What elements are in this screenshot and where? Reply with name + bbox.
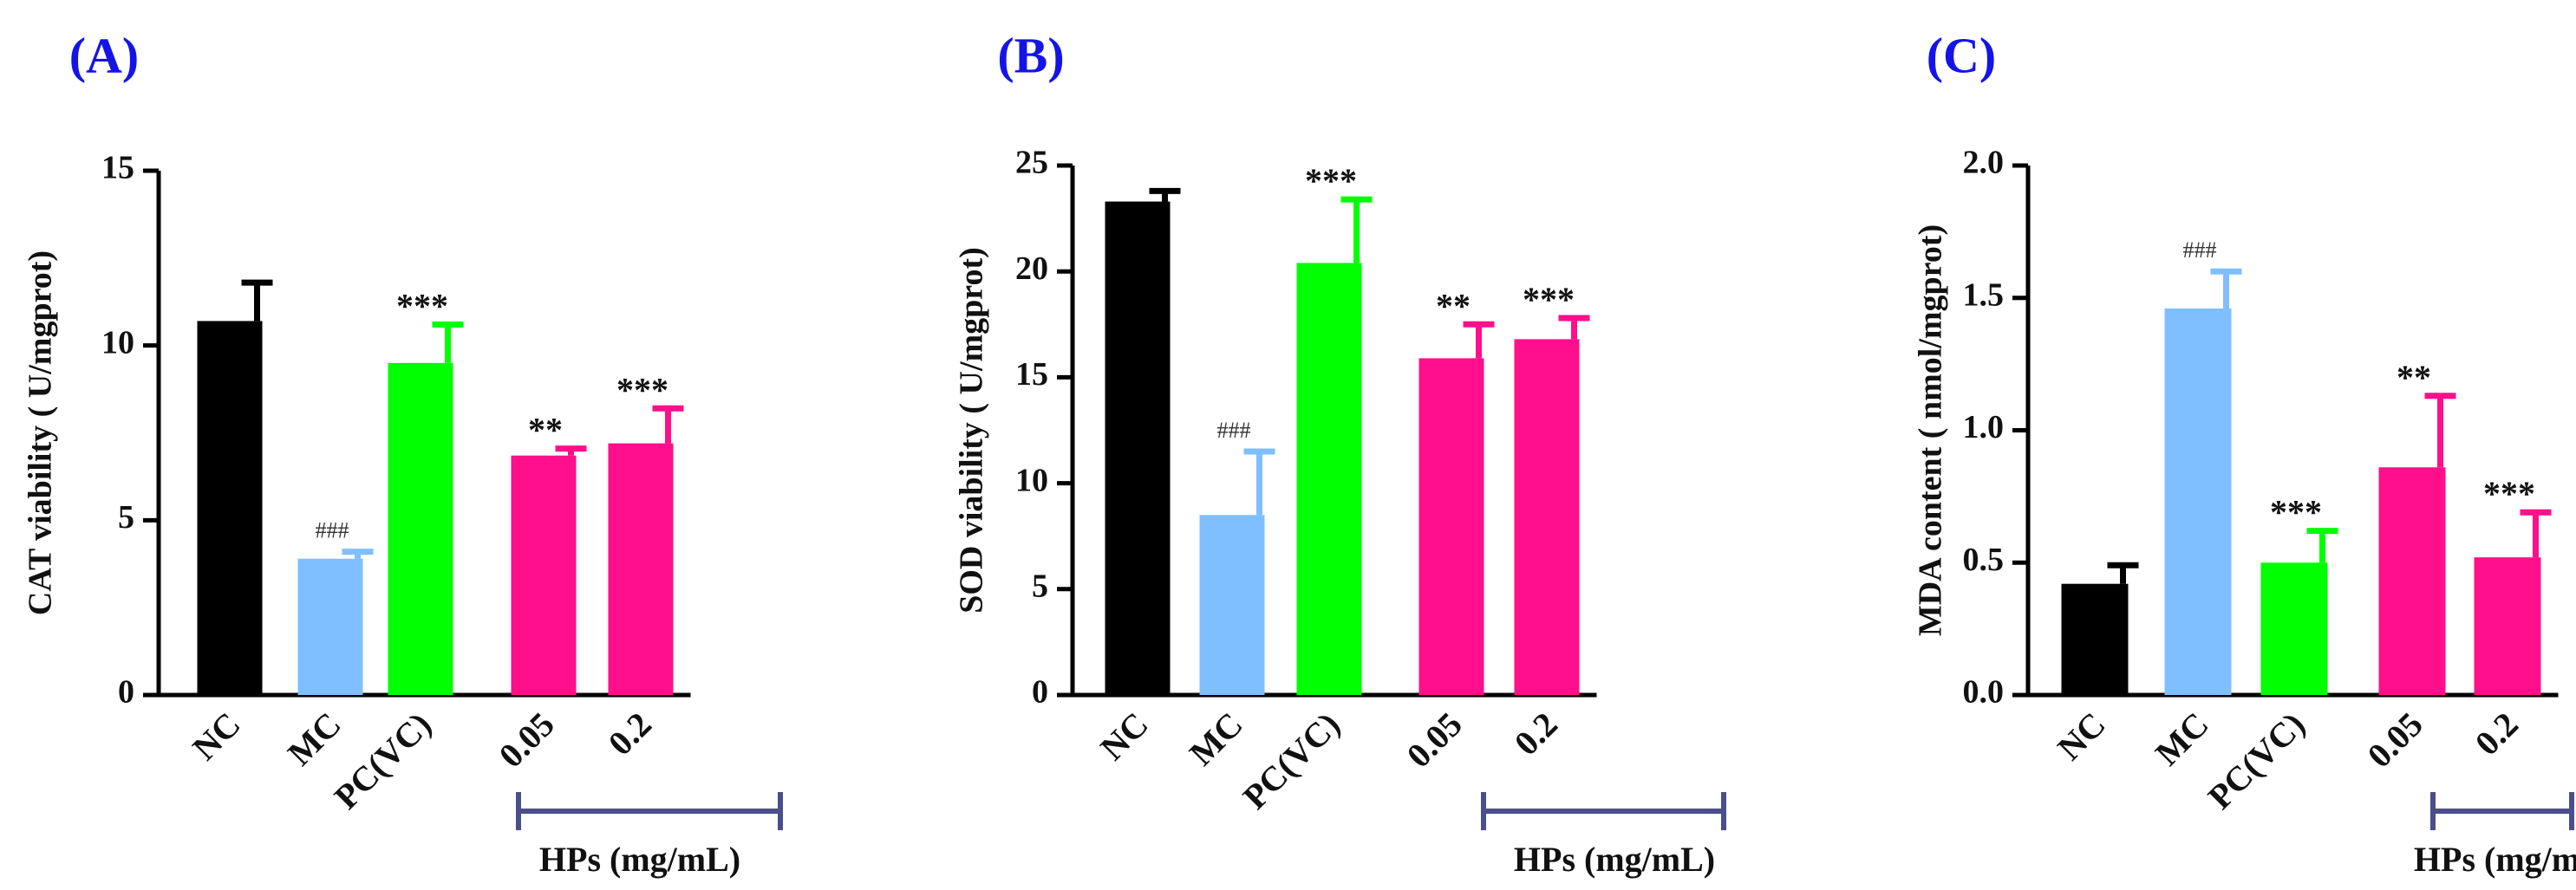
panel-label: (C) bbox=[1927, 27, 1997, 83]
bar-nc bbox=[1105, 201, 1171, 696]
significance-label: *** bbox=[2483, 474, 2535, 513]
significance-label: *** bbox=[616, 370, 668, 409]
y-tick-label: 2.0 bbox=[1963, 145, 2005, 181]
y-tick-label: 10 bbox=[101, 324, 134, 361]
x-tick-label: 0.2 bbox=[601, 705, 659, 763]
bar-0-05 bbox=[511, 455, 577, 695]
group-label: HPs (mg/mL) bbox=[1514, 840, 1715, 879]
bar-mc bbox=[1199, 515, 1265, 695]
y-tick-label: 1.0 bbox=[1963, 409, 2005, 445]
y-axis-label: SOD viability ( U/mgprot) bbox=[954, 247, 990, 614]
y-tick-label: 15 bbox=[101, 150, 134, 186]
x-tick-label: 0.2 bbox=[1507, 705, 1565, 763]
y-axis-label: MDA content ( nmol/mgprot) bbox=[1913, 224, 1949, 636]
group-label: HPs (mg/mL) bbox=[2414, 840, 2576, 879]
y-tick-label: 0 bbox=[1032, 674, 1048, 711]
significance-label: *** bbox=[1523, 280, 1575, 319]
x-tick-label: MC bbox=[1182, 705, 1250, 773]
y-tick-label: 0.5 bbox=[1963, 542, 2005, 578]
significance-label: ** bbox=[528, 411, 563, 450]
panel-label: (A) bbox=[69, 27, 140, 83]
x-tick-label: PC(VC) bbox=[327, 705, 439, 816]
y-tick-label: 1.5 bbox=[1963, 276, 2005, 313]
y-tick-label: 10 bbox=[1015, 462, 1048, 498]
x-tick-label: MC bbox=[280, 705, 349, 773]
bar-mc bbox=[297, 558, 363, 695]
y-axis-label: CAT viability ( U/mgprot) bbox=[23, 250, 59, 615]
significance-label: ### bbox=[316, 518, 349, 543]
bar-nc bbox=[2061, 583, 2129, 695]
y-tick-label: 0 bbox=[118, 674, 134, 711]
significance-label: ** bbox=[2397, 358, 2431, 397]
y-tick-label: 15 bbox=[1015, 356, 1048, 393]
y-tick-label: 20 bbox=[1015, 250, 1048, 287]
x-tick-label: 0.05 bbox=[1399, 705, 1470, 775]
x-tick-label: 0.2 bbox=[2468, 705, 2526, 763]
x-tick-label: PC(VC) bbox=[2201, 705, 2312, 816]
x-tick-label: MC bbox=[2148, 705, 2216, 773]
bar-pc-vc- bbox=[2260, 562, 2328, 695]
significance-label: ** bbox=[1436, 286, 1471, 325]
x-tick-label: NC bbox=[2050, 705, 2113, 768]
x-tick-label: PC(VC) bbox=[1236, 705, 1347, 816]
significance-label: *** bbox=[396, 286, 448, 325]
significance-label: *** bbox=[2270, 493, 2322, 532]
bar-pc-vc- bbox=[388, 362, 453, 695]
y-tick-label: 5 bbox=[118, 499, 134, 536]
significance-label: ### bbox=[2183, 237, 2217, 263]
significance-label: *** bbox=[1305, 161, 1357, 200]
x-tick-label: 0.05 bbox=[492, 705, 562, 775]
bar-pc-vc- bbox=[1296, 263, 1362, 695]
chart-panel-1: (A) 0 5 10 15 CAT viability ( U/mgprot) NC ### M… bbox=[23, 27, 783, 879]
y-tick-label: 0.0 bbox=[1963, 674, 2005, 711]
bar-0-05 bbox=[1418, 358, 1484, 695]
x-tick-label: 0.05 bbox=[2360, 705, 2430, 775]
bar-mc bbox=[2164, 308, 2232, 695]
chart-panel-3: (C) 0.0 0.5 1.0 1.5 2.0 MDA content ( nmol/mgp… bbox=[1913, 27, 2576, 879]
bar-0-2 bbox=[2474, 557, 2541, 695]
chart-panel-2: (B) 0 5 10 15 20 25 SOD viability ( U/mgprot) NC… bbox=[954, 27, 1726, 879]
x-tick-label: NC bbox=[1092, 705, 1156, 768]
group-label: HPs (mg/mL) bbox=[539, 840, 740, 879]
significance-label: ### bbox=[1217, 418, 1251, 443]
x-tick-label: NC bbox=[185, 705, 248, 768]
y-tick-label: 25 bbox=[1015, 145, 1048, 181]
bar-nc bbox=[197, 321, 263, 695]
bar-0-2 bbox=[608, 443, 674, 695]
bar-0-2 bbox=[1514, 339, 1580, 695]
panel-label: (B) bbox=[997, 27, 1064, 83]
y-tick-label: 5 bbox=[1032, 568, 1048, 605]
bar-0-05 bbox=[2378, 467, 2446, 695]
